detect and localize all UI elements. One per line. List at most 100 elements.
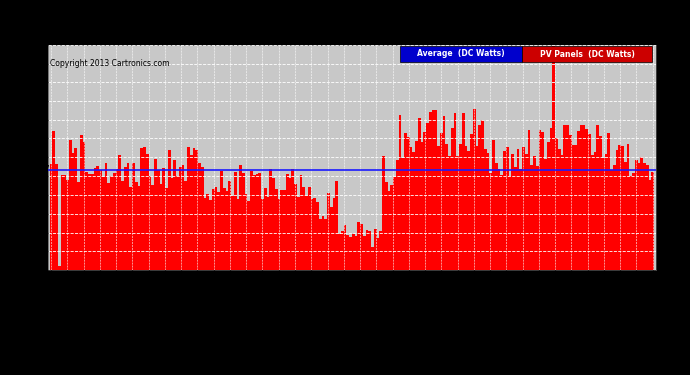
Bar (61, 175, 63, 270)
Bar (402, 158, 404, 270)
Bar (542, 132, 544, 270)
Bar (453, 113, 456, 270)
Bar (302, 187, 305, 270)
Bar (173, 160, 176, 270)
Bar (424, 132, 426, 270)
Bar (99, 170, 102, 270)
Bar (445, 144, 448, 270)
Bar (564, 124, 566, 270)
Bar (63, 175, 66, 270)
Bar (393, 177, 396, 270)
Bar (456, 156, 459, 270)
Bar (66, 180, 69, 270)
Bar (305, 196, 308, 270)
Bar (198, 163, 201, 270)
Bar (593, 152, 596, 270)
Bar (212, 189, 215, 270)
Bar (467, 151, 470, 270)
Bar (80, 135, 83, 270)
Bar (357, 222, 360, 270)
Bar (146, 154, 148, 270)
Bar (108, 183, 110, 270)
Bar (569, 135, 572, 270)
Bar (201, 167, 204, 270)
Bar (176, 176, 179, 270)
Bar (627, 144, 629, 270)
Bar (533, 156, 536, 270)
Bar (322, 216, 324, 270)
Bar (615, 150, 618, 270)
Bar (442, 116, 445, 270)
Bar (366, 230, 368, 270)
Bar (294, 184, 297, 270)
Bar (388, 190, 391, 270)
Bar (610, 170, 613, 270)
Bar (448, 156, 451, 270)
Bar (522, 147, 525, 270)
Bar (651, 171, 654, 270)
Bar (360, 224, 363, 270)
Bar (50, 164, 52, 270)
Bar (102, 177, 105, 270)
Bar (184, 181, 187, 270)
Bar (638, 163, 640, 270)
Bar (640, 157, 643, 270)
Bar (391, 186, 393, 270)
Bar (509, 176, 511, 270)
Bar (159, 184, 162, 270)
Bar (187, 147, 190, 270)
Bar (121, 180, 124, 270)
Bar (407, 137, 410, 270)
FancyBboxPatch shape (400, 46, 522, 62)
Bar (582, 125, 585, 270)
Bar (88, 174, 91, 270)
Bar (473, 109, 475, 270)
Bar (475, 146, 478, 270)
Bar (520, 169, 522, 270)
Bar (77, 182, 80, 270)
Bar (618, 145, 621, 270)
Bar (481, 120, 484, 270)
Bar (503, 151, 506, 270)
Bar (237, 199, 239, 270)
Bar (195, 150, 198, 270)
Bar (259, 173, 262, 270)
Bar (58, 266, 61, 270)
Bar (553, 46, 555, 270)
Bar (264, 188, 267, 270)
Bar (179, 166, 181, 270)
Bar (256, 174, 259, 270)
Bar (649, 180, 651, 270)
Bar (286, 174, 288, 270)
Bar (517, 149, 520, 270)
Bar (349, 237, 352, 270)
Bar (596, 124, 599, 270)
Bar (280, 190, 283, 270)
Bar (506, 147, 509, 270)
Bar (539, 130, 542, 270)
Bar (162, 168, 165, 270)
Bar (413, 152, 415, 270)
Bar (415, 141, 418, 270)
Bar (181, 165, 184, 270)
Bar (267, 197, 270, 270)
Bar (511, 154, 514, 270)
Bar (319, 219, 322, 270)
Bar (646, 165, 649, 270)
Bar (297, 197, 299, 270)
Bar (75, 148, 77, 270)
Bar (283, 189, 286, 270)
Bar (525, 154, 528, 270)
Bar (299, 175, 302, 270)
Bar (190, 156, 193, 270)
Bar (385, 182, 388, 270)
Bar (124, 167, 126, 270)
Bar (629, 176, 632, 270)
Bar (245, 194, 248, 270)
Text: Copyright 2013 Cartronics.com: Copyright 2013 Cartronics.com (50, 58, 169, 68)
Bar (531, 165, 533, 270)
Bar (242, 173, 245, 270)
Bar (273, 178, 275, 270)
Bar (404, 133, 407, 270)
Bar (344, 225, 346, 270)
